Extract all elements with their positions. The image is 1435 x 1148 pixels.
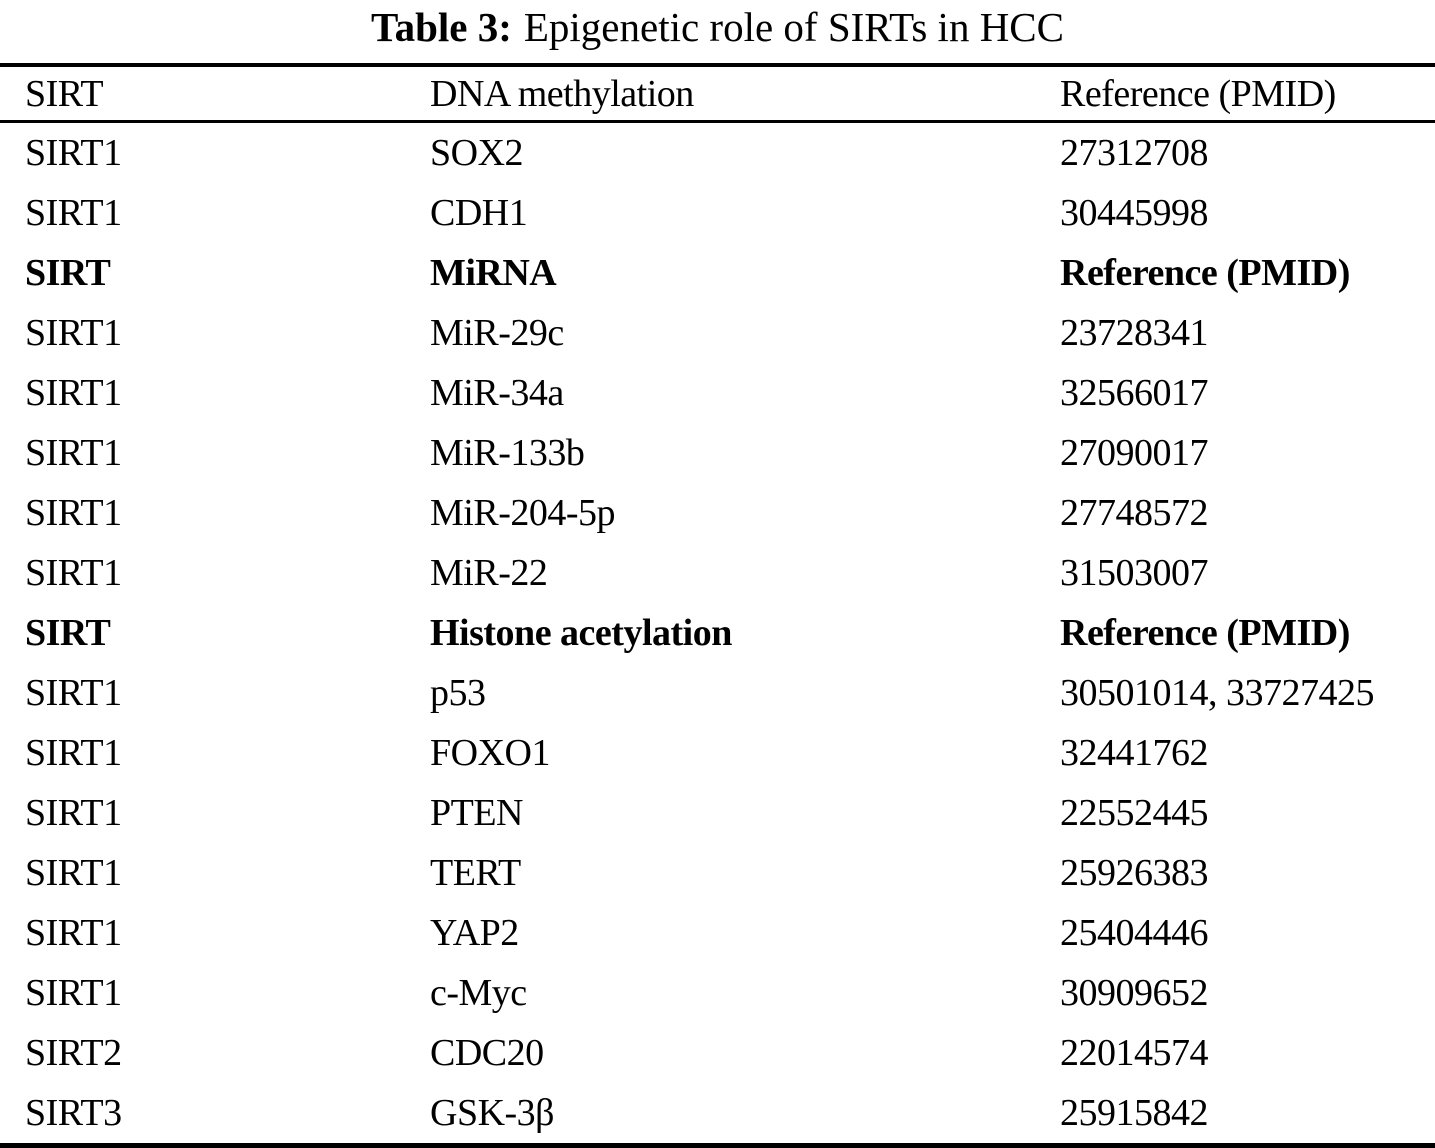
target-cell: Histone acetylation (430, 612, 732, 654)
sirt-cell: SIRT1 (25, 192, 122, 234)
sirt-cell: SIRT1 (25, 792, 122, 834)
target-cell: GSK-3β (430, 1092, 555, 1134)
sirt-cell: SIRT1 (25, 372, 122, 414)
table-caption: Table 3: Epigenetic role of SIRTs in HCC (0, 2, 1435, 52)
target-cell: SOX2 (430, 132, 524, 174)
target-cell: MiR-29c (430, 312, 564, 354)
target-cell: PTEN (430, 792, 524, 834)
target-cell: FOXO1 (430, 732, 550, 774)
sirt-cell: SIRT1 (25, 492, 122, 534)
table-row: SIRT1 FOXO1 32441762 (0, 723, 1435, 783)
sirt-cell: SIRT1 (25, 852, 122, 894)
sirt-cell: SIRT1 (25, 732, 122, 774)
target-cell: MiR-133b (430, 432, 585, 474)
reference-cell: Reference (PMID) (1060, 612, 1350, 654)
table-row: SIRT1 MiR-29c 23728341 (0, 303, 1435, 363)
reference-cell: 25926383 (1060, 852, 1209, 894)
target-cell: YAP2 (430, 912, 519, 954)
sirt-cell: SIRT1 (25, 432, 122, 474)
table-row: SIRT1 MiR-34a 32566017 (0, 363, 1435, 423)
column-header-reference: Reference (PMID) (1060, 72, 1336, 115)
sirt-cell: SIRT3 (25, 1092, 122, 1134)
target-cell: MiRNA (430, 252, 557, 294)
reference-cell: 25915842 (1060, 1092, 1209, 1134)
table-row: SIRT3 GSK-3β 25915842 (0, 1083, 1435, 1143)
target-cell: MiR-34a (430, 372, 564, 414)
reference-cell: 30445998 (1060, 192, 1209, 234)
table-header-row: SIRT DNA methylation Reference (PMID) (0, 67, 1435, 123)
table-caption-label: Table 3: (370, 4, 512, 50)
sirt-cell: SIRT1 (25, 672, 122, 714)
table-row: SIRT1 CDH1 30445998 (0, 183, 1435, 243)
reference-cell: 27748572 (1060, 492, 1209, 534)
target-cell: c-Myc (430, 972, 527, 1014)
sirt-cell: SIRT1 (25, 912, 122, 954)
sirt-cell: SIRT1 (25, 312, 122, 354)
epigenetics-table: SIRT DNA methylation Reference (PMID) SI… (0, 63, 1435, 1148)
table-row: SIRT1 YAP2 25404446 (0, 903, 1435, 963)
sirt-cell: SIRT2 (25, 1032, 122, 1074)
table-row: SIRT1 MiR-204-5p 27748572 (0, 483, 1435, 543)
sirt-cell: SIRT (25, 612, 111, 654)
column-header-target: DNA methylation (430, 72, 694, 115)
target-cell: CDH1 (430, 192, 528, 234)
target-cell: CDC20 (430, 1032, 544, 1074)
table-row: SIRT1 TERT 25926383 (0, 843, 1435, 903)
table-row: SIRT1 c-Myc 30909652 (0, 963, 1435, 1023)
reference-cell: 27312708 (1060, 132, 1209, 174)
target-cell: TERT (430, 852, 521, 894)
reference-cell: 32441762 (1060, 732, 1209, 774)
target-cell: MiR-204-5p (430, 492, 616, 534)
table-row: SIRT MiRNA Reference (PMID) (0, 243, 1435, 303)
reference-cell: 32566017 (1060, 372, 1209, 414)
target-cell: p53 (430, 672, 486, 714)
table-row: SIRT1 p53 30501014, 33727425 (0, 663, 1435, 723)
sirt-cell: SIRT (25, 252, 111, 294)
reference-cell: 25404446 (1060, 912, 1209, 954)
reference-cell: 30909652 (1060, 972, 1209, 1014)
column-header-sirt: SIRT (25, 72, 104, 115)
table-row: SIRT2 CDC20 22014574 (0, 1023, 1435, 1083)
table-body: SIRT1 SOX2 27312708 SIRT1 CDH1 30445998 … (0, 123, 1435, 1143)
table-row: SIRT1 SOX2 27312708 (0, 123, 1435, 183)
table-row: SIRT1 MiR-22 31503007 (0, 543, 1435, 603)
reference-cell: 31503007 (1060, 552, 1209, 594)
reference-cell: 22552445 (1060, 792, 1209, 834)
reference-cell: 22014574 (1060, 1032, 1209, 1074)
table-row: SIRT Histone acetylation Reference (PMID… (0, 603, 1435, 663)
sirt-cell: SIRT1 (25, 972, 122, 1014)
reference-cell: 30501014, 33727425 (1060, 672, 1375, 714)
reference-cell: Reference (PMID) (1060, 252, 1350, 294)
table-row: SIRT1 MiR-133b 27090017 (0, 423, 1435, 483)
target-cell: MiR-22 (430, 552, 548, 594)
sirt-cell: SIRT1 (25, 132, 122, 174)
table-row: SIRT1 PTEN 22552445 (0, 783, 1435, 843)
sirt-cell: SIRT1 (25, 552, 122, 594)
reference-cell: 23728341 (1060, 312, 1209, 354)
table-caption-text: Epigenetic role of SIRTs in HCC (523, 4, 1065, 50)
reference-cell: 27090017 (1060, 432, 1209, 474)
